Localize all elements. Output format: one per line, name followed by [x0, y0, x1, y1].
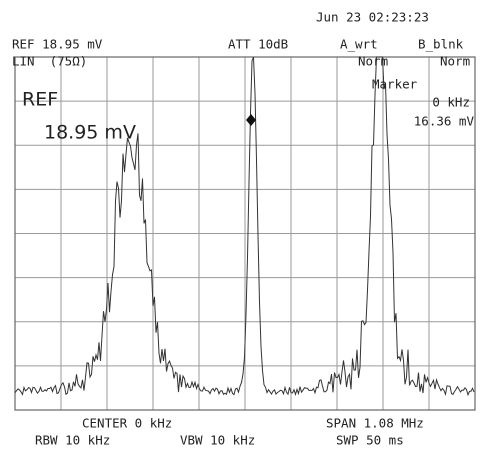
ref-level: REF 18.95 mV: [12, 37, 103, 52]
datetime: Jun 23 02:23:23: [316, 10, 429, 25]
scale: LIN (75Ω): [12, 54, 87, 69]
rbw: RBW 10 kHz: [35, 433, 110, 448]
marker-label: Marker: [372, 77, 418, 92]
center-freq: CENTER 0 kHz: [82, 416, 172, 431]
graticule-frame: [14, 56, 476, 411]
ref-label: REF: [22, 89, 58, 111]
sweep: SWP 50 ms: [336, 433, 404, 448]
attenuation: ATT 10dB: [228, 37, 288, 52]
ref-value: 18.95 mV: [44, 122, 136, 144]
trace-b-norm: Norm: [440, 54, 470, 69]
span: SPAN 1.08 MHz: [326, 416, 424, 431]
trace-a-norm: Norm: [358, 54, 388, 69]
trace-a-mode: A_wrt: [340, 37, 378, 52]
marker-freq: 0 kHz: [432, 95, 470, 110]
marker-diamond: [246, 114, 256, 126]
vbw: VBW 10 kHz: [180, 433, 255, 448]
trace: [14, 56, 475, 397]
graticule: [15, 57, 475, 410]
marker-level: 16.36 mV: [414, 114, 475, 129]
trace-b-mode: B_blnk: [418, 37, 464, 52]
